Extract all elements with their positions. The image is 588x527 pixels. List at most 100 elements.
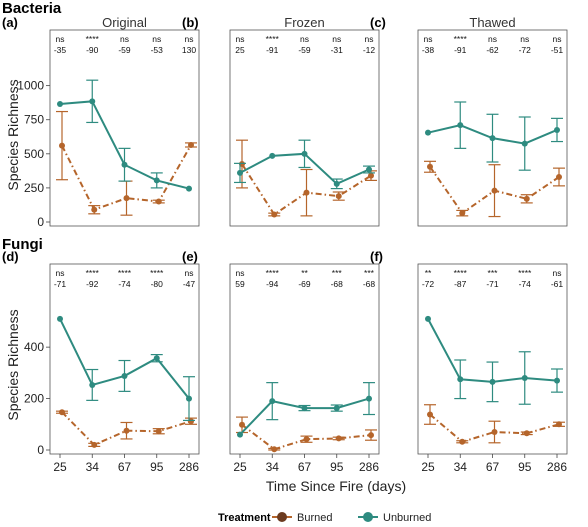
data-point-unburned: [333, 180, 340, 187]
significance-stars: ***: [332, 268, 343, 278]
panel-label: (c): [370, 15, 386, 30]
percent-change: -92: [86, 279, 99, 289]
significance-stars: ns: [365, 34, 374, 44]
x-tick-label: 25: [233, 460, 247, 474]
data-point-unburned: [425, 315, 431, 322]
x-tick-label: 25: [53, 460, 67, 474]
panel-bacteria-1: (a) Originalns-35****-90ns-59ns-53ns13002…: [2, 15, 200, 229]
x-tick-label: 286: [547, 460, 567, 474]
significance-stars: ****: [86, 268, 100, 278]
percent-change: -90: [86, 45, 99, 55]
x-tick-label: 95: [518, 460, 532, 474]
percent-change: -59: [298, 45, 311, 55]
percent-change: -74: [118, 279, 131, 289]
data-point-unburned: [57, 315, 63, 322]
significance-stars: ns: [56, 268, 65, 278]
data-point-burned: [303, 189, 310, 196]
y-axis-label-bacteria: Species Richness: [5, 79, 21, 190]
data-point-unburned: [301, 405, 308, 412]
significance-stars: **: [425, 268, 432, 278]
data-point-unburned: [554, 377, 560, 384]
data-point-burned: [368, 172, 374, 179]
data-point-burned: [523, 195, 530, 202]
x-tick-label: 25: [421, 460, 435, 474]
data-point-unburned: [57, 101, 63, 108]
significance-stars: ns: [553, 268, 562, 278]
data-point-burned: [91, 206, 98, 213]
data-point-burned: [491, 429, 498, 435]
significance-stars: ****: [266, 268, 280, 278]
percent-change: -53: [151, 45, 164, 55]
y-tick-label: 500: [24, 147, 44, 161]
y-tick-label: 400: [24, 340, 44, 354]
data-point-unburned: [366, 166, 372, 173]
data-point-burned: [271, 446, 278, 453]
percent-change: -31: [331, 45, 344, 55]
y-tick-label: 250: [24, 181, 44, 195]
y-axis-label-fungi: Species Richness: [5, 309, 21, 420]
percent-change: -91: [454, 45, 467, 55]
data-point-unburned: [457, 376, 464, 383]
percent-change: -72: [519, 45, 532, 55]
significance-stars: ns: [120, 34, 129, 44]
significance-stars: ****: [454, 34, 468, 44]
x-tick-label: 34: [454, 460, 468, 474]
percent-change: -69: [298, 279, 311, 289]
significance-stars: ***: [488, 268, 499, 278]
significance-stars: ****: [150, 268, 164, 278]
significance-stars: ****: [454, 268, 468, 278]
percent-change: -12: [363, 45, 376, 55]
data-point-unburned: [554, 126, 560, 133]
x-tick-label: 286: [359, 460, 379, 474]
data-point-burned: [123, 195, 130, 202]
data-point-unburned: [237, 431, 243, 438]
panel-title: Thawed: [469, 15, 515, 30]
data-point-unburned: [89, 381, 96, 388]
panel-fungi-1: (d)ns-71****-92****-74****-80ns-47020040…: [2, 249, 200, 474]
percent-change: -94: [266, 279, 279, 289]
data-point-burned: [459, 438, 466, 445]
significance-stars: ****: [518, 268, 532, 278]
legend-title: Treatment: [218, 512, 271, 524]
data-point-burned: [556, 421, 562, 428]
legend-label-burned: Burned: [297, 512, 332, 524]
significance-stars: ns: [424, 34, 433, 44]
data-point-burned: [427, 163, 433, 170]
series-line-burned: [429, 413, 560, 443]
y-tick-label: 750: [24, 113, 44, 127]
significance-stars: ****: [266, 34, 280, 44]
data-point-unburned: [186, 395, 192, 402]
data-point-burned: [427, 411, 433, 418]
percent-change: 25: [235, 45, 245, 55]
significance-stars: ns: [185, 268, 194, 278]
significance-stars: ns: [332, 34, 341, 44]
panel-label: (d): [2, 249, 19, 264]
panel-frame: [417, 263, 568, 455]
significance-stars: ***: [364, 268, 375, 278]
significance-stars: ns: [300, 34, 309, 44]
panel-frame: [229, 29, 380, 227]
data-point-unburned: [489, 135, 496, 142]
x-tick-label: 34: [266, 460, 280, 474]
data-point-unburned: [89, 98, 96, 105]
data-point-unburned: [186, 185, 192, 192]
y-tick-label: 1000: [17, 79, 44, 93]
percent-change: -74: [519, 279, 532, 289]
y-tick-label: 0: [37, 215, 44, 229]
row-title-bacteria: Bacteria: [2, 0, 62, 17]
significance-stars: ****: [86, 34, 100, 44]
data-point-unburned: [237, 169, 243, 176]
panel-label: (e): [182, 249, 198, 264]
significance-stars: ns: [56, 34, 65, 44]
data-point-unburned: [269, 152, 276, 159]
percent-change: -59: [118, 45, 131, 55]
panel-frame: [229, 263, 380, 455]
x-tick-label: 67: [486, 460, 500, 474]
data-point-unburned: [489, 378, 496, 385]
data-point-burned: [91, 441, 98, 448]
x-tick-label: 67: [298, 460, 312, 474]
percent-change: -91: [266, 45, 279, 55]
legend: Treatment Burned Unburned: [218, 512, 431, 524]
